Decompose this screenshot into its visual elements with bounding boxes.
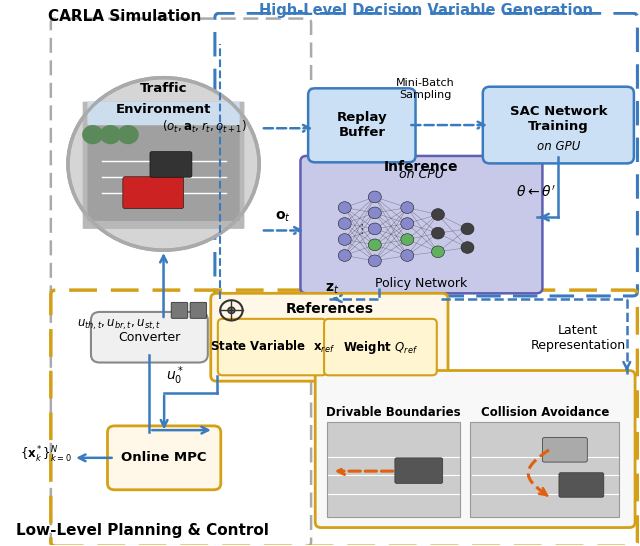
FancyBboxPatch shape [150,152,192,177]
Text: $u_{th,t}, u_{br,t}, u_{st,t}$: $u_{th,t}, u_{br,t}, u_{st,t}$ [77,318,161,333]
Text: Low-Level Planning & Control: Low-Level Planning & Control [17,523,269,538]
Circle shape [461,242,474,253]
Circle shape [369,191,381,203]
Circle shape [461,223,474,235]
Text: $\theta \leftarrow \theta'$: $\theta \leftarrow \theta'$ [516,185,556,200]
Text: Mini-Batch
Sampling: Mini-Batch Sampling [396,78,454,100]
Text: on CPU: on CPU [399,168,444,181]
Circle shape [369,223,381,235]
FancyBboxPatch shape [218,319,326,375]
Circle shape [369,239,381,251]
Text: State Variable  $\mathbf{x}_{ref}$: State Variable $\mathbf{x}_{ref}$ [209,339,335,355]
Text: Policy Network: Policy Network [375,277,468,290]
Text: Converter: Converter [118,331,180,344]
Circle shape [228,307,235,313]
FancyBboxPatch shape [324,319,436,375]
Circle shape [369,207,381,219]
Circle shape [338,234,351,245]
Text: $\mathbf{z}_t$: $\mathbf{z}_t$ [324,282,339,296]
Text: References: References [285,302,373,316]
Text: $\mathbf{o}_t$: $\mathbf{o}_t$ [275,210,291,224]
FancyBboxPatch shape [190,302,207,318]
Text: Weight $Q_{ref}$: Weight $Q_{ref}$ [342,339,418,355]
FancyBboxPatch shape [300,156,543,293]
Text: Online MPC: Online MPC [122,452,207,464]
FancyBboxPatch shape [172,302,188,318]
Text: Environment: Environment [116,103,211,116]
Text: Replay
Buffer: Replay Buffer [337,111,387,139]
FancyBboxPatch shape [543,437,588,462]
FancyBboxPatch shape [108,426,221,490]
Text: $(o_t, \mathbf{a}_t, r_t, o_{t+1})$: $(o_t, \mathbf{a}_t, r_t, o_{t+1})$ [162,119,247,135]
Circle shape [401,250,414,262]
Circle shape [338,250,351,262]
Circle shape [100,125,121,144]
Text: Inference: Inference [384,159,459,174]
Text: CARLA Simulation: CARLA Simulation [49,9,202,25]
Circle shape [431,209,444,221]
FancyBboxPatch shape [211,293,448,381]
FancyBboxPatch shape [470,422,619,517]
Text: $u_0^*$: $u_0^*$ [166,364,184,387]
FancyBboxPatch shape [559,473,604,497]
FancyBboxPatch shape [395,458,443,483]
Circle shape [82,125,103,144]
Text: Traffic: Traffic [140,82,188,94]
Circle shape [68,78,259,250]
Text: on GPU: on GPU [537,140,580,153]
Circle shape [401,201,414,213]
FancyBboxPatch shape [483,87,634,163]
Text: Latent
Representation: Latent Representation [531,324,626,352]
Circle shape [369,255,381,266]
Circle shape [431,246,444,258]
Circle shape [401,218,414,229]
FancyBboxPatch shape [88,102,239,125]
FancyBboxPatch shape [123,177,184,209]
Circle shape [338,218,351,229]
Text: Collision Avoidance: Collision Avoidance [481,406,609,419]
Text: $\{\mathbf{x}_k^*\}_{k=0}^N$: $\{\mathbf{x}_k^*\}_{k=0}^N$ [20,445,72,465]
FancyBboxPatch shape [91,312,208,363]
FancyBboxPatch shape [316,371,635,527]
Text: ⋮: ⋮ [355,223,367,236]
Text: SAC Network
Training: SAC Network Training [509,105,607,133]
Circle shape [431,227,444,239]
FancyBboxPatch shape [83,102,244,229]
Text: High-Level Decision Variable Generation: High-Level Decision Variable Generation [259,3,593,17]
FancyBboxPatch shape [327,422,460,517]
FancyBboxPatch shape [88,126,239,221]
Text: Drivable Boundaries: Drivable Boundaries [326,406,460,419]
FancyBboxPatch shape [308,88,415,162]
Circle shape [338,201,351,213]
Circle shape [118,125,139,144]
Circle shape [401,234,414,245]
